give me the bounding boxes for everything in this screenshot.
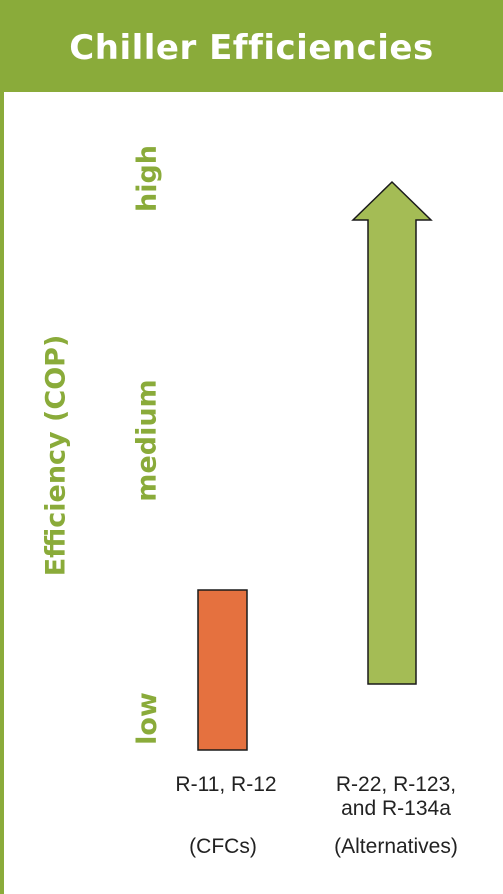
bar-cfcs bbox=[197, 589, 248, 751]
arrow-alternatives bbox=[351, 180, 433, 685]
category-sublabel-cfcs: (CFCs) bbox=[189, 835, 257, 858]
title-banner: Chiller Efficiencies bbox=[0, 0, 503, 92]
category-sublabel-alternatives: (Alternatives) bbox=[334, 835, 458, 858]
chart-title: Chiller Efficiencies bbox=[69, 28, 434, 68]
category-label-cfcs: R-11, R-12 bbox=[175, 773, 277, 796]
category-label-alternatives: R-22, R-123, and R-134a bbox=[335, 773, 457, 820]
